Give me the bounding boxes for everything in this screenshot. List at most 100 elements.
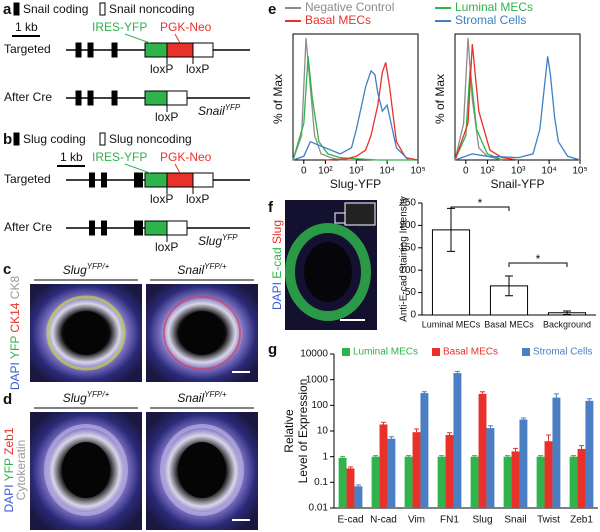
genotype: SnailYFP/+ [177, 262, 226, 278]
y-tick-label: 1000 [306, 374, 329, 385]
significance-bracket [450, 206, 510, 211]
micrograph-c1 [30, 284, 142, 382]
stain: E-cad [270, 247, 284, 278]
cassette-label: IRES-YFP [92, 20, 147, 34]
exon-coding [101, 220, 107, 236]
legend-text: Basal MECs [305, 13, 371, 27]
pointer [174, 163, 181, 174]
genotype: SnailYFP/+ [177, 390, 226, 406]
x-tick-label: 10² [318, 166, 333, 177]
y-tick-label: 150 [399, 242, 416, 253]
exon-coding [89, 172, 95, 188]
x-tick-label: 10⁴ [541, 166, 556, 177]
significance-mark: * [536, 252, 541, 266]
x-axis-label: Slug-YFP [330, 177, 381, 191]
gene: Slug [63, 263, 87, 277]
error-bar [421, 391, 427, 394]
error-bar [480, 391, 485, 394]
exon-coding [137, 220, 143, 236]
y-tick-label: 10000 [300, 349, 328, 360]
error-bar [454, 370, 460, 374]
stain: CK14 [8, 302, 22, 332]
x-tick-label: Background [543, 319, 591, 329]
legend-text: Slug coding [23, 132, 86, 146]
panel-label: e [268, 1, 276, 18]
superscript: YFP/+ [87, 262, 110, 271]
legend-swatch [342, 348, 350, 356]
stain-label: DAPI YFP Zeb1 [2, 427, 16, 512]
x-tick-label: Twist [537, 515, 560, 526]
histogram-curve [292, 37, 357, 161]
bar [354, 486, 363, 508]
panel-label: f [268, 199, 274, 216]
cassette-label: PGK-Neo [160, 20, 212, 34]
error-bar [571, 455, 577, 457]
x-tick-label: 10⁵ [410, 166, 425, 177]
stain: YFP [8, 336, 22, 359]
significance-mark: * [478, 196, 483, 210]
error-bar [388, 436, 394, 439]
y-axis-label: % of Max [433, 74, 447, 124]
bar [503, 456, 512, 508]
exon-coding [111, 42, 118, 58]
legend-text: Snail noncoding [109, 2, 194, 16]
bar [486, 428, 495, 508]
x-tick-label: Luminal MECs [422, 319, 481, 329]
error-bar [447, 432, 452, 435]
loxp-label: loxP [155, 110, 178, 124]
pgk-neo [166, 42, 194, 58]
superscript: YFP [225, 103, 241, 112]
y-axis-label: % of Max [271, 74, 285, 124]
bar [445, 434, 454, 508]
y-axis-label: Anti-E-cad Staining Intensity [399, 196, 410, 322]
superscript: YFP/+ [204, 390, 227, 399]
histogram-curve [454, 68, 503, 161]
loxp-label: loxP [186, 192, 209, 206]
row-label: After Cre [4, 220, 52, 234]
legend-text: Slug noncoding [109, 132, 192, 146]
gene: Snail [198, 104, 225, 118]
stain: CK8 [8, 276, 22, 300]
bar [346, 468, 355, 508]
micrograph-c2 [146, 284, 258, 382]
x-tick-label: 0 [301, 166, 307, 177]
superscript: YFP [222, 233, 238, 242]
exon-coding [89, 220, 95, 236]
exon-noncoding [192, 42, 214, 58]
stain: Zeb1 [2, 427, 16, 455]
gene: Slug [63, 391, 87, 405]
error-bar [472, 455, 478, 457]
exon-coding [87, 90, 94, 106]
bar [420, 393, 429, 508]
x-tick-label: Snail [504, 515, 526, 526]
bar [519, 419, 528, 508]
error-bar [348, 466, 353, 469]
stain-label: DAPI E-cad Slug [270, 220, 284, 310]
genotype: SlugYFP [198, 233, 238, 249]
error-bar [381, 421, 386, 425]
loxp-label: loxP [155, 240, 178, 254]
legend-noncoding [99, 132, 106, 146]
x-axis-label: Snail-YFP [490, 177, 544, 191]
pointer [124, 33, 151, 44]
y-tick-label: 100 [311, 400, 328, 411]
y-tick-label: 0.01 [309, 503, 329, 514]
stain-label: DAPI YFP CK14 CK8 [8, 276, 22, 391]
row-label: Targeted [4, 42, 51, 56]
error-bar [513, 447, 518, 452]
pointer [174, 33, 181, 44]
exon-coding [75, 42, 82, 58]
y-tick-label: 250 [399, 198, 416, 209]
histogram-curve [454, 44, 519, 161]
stain: DAPI [270, 282, 284, 310]
superscript: YFP/+ [87, 390, 110, 399]
x-tick-label: Slug [472, 515, 492, 526]
genotype: SlugYFP/+ [63, 262, 110, 278]
stain: DAPI [8, 362, 22, 390]
bar [412, 432, 421, 508]
exon-coding [75, 90, 82, 106]
stain: YFP [2, 458, 16, 481]
exon-coding [101, 172, 107, 188]
legend-text: Snail coding [23, 2, 88, 16]
micrograph-d2 [146, 412, 258, 530]
